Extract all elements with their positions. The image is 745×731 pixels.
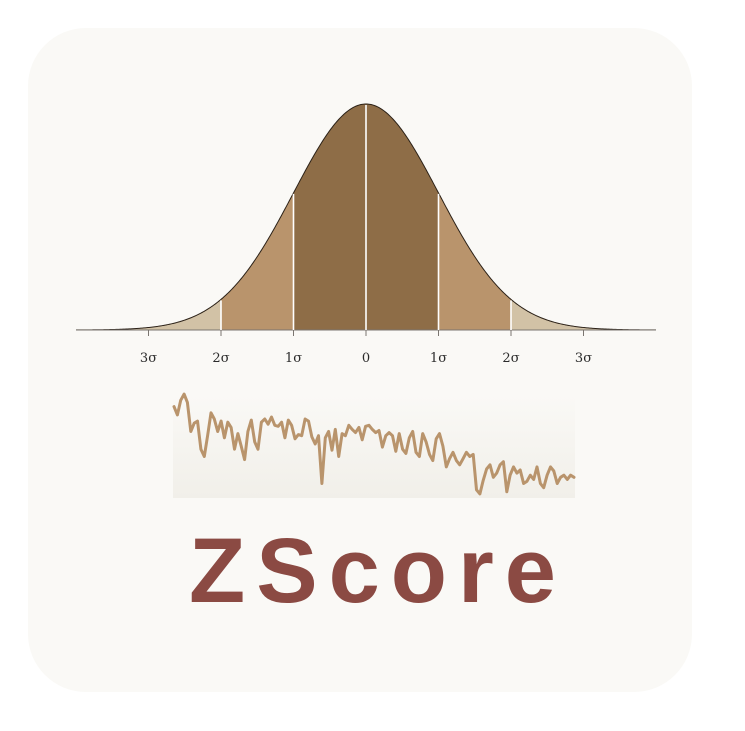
axis-tick-label: 1σ bbox=[430, 351, 447, 366]
bell-band-left-outer bbox=[148, 299, 221, 330]
app-name-wordmark: ZScore bbox=[189, 520, 567, 622]
axis-tick-label: 1σ bbox=[285, 351, 302, 366]
bell-band-left-tail bbox=[76, 327, 149, 330]
sparkline-line bbox=[172, 392, 576, 496]
axis-tick-label: 0 bbox=[362, 351, 370, 366]
axis-tick-label: 3σ bbox=[575, 351, 592, 366]
axis-tick-label: 2σ bbox=[502, 351, 519, 366]
sparkline-chart bbox=[172, 392, 576, 498]
bell-band-right-outer bbox=[511, 299, 584, 330]
bell-curve-outline bbox=[76, 103, 656, 331]
axis-tick-label: 3σ bbox=[140, 351, 157, 366]
bell-band-right-tail bbox=[583, 327, 656, 330]
axis-tick-label: 2σ bbox=[212, 351, 229, 366]
bell-curve: 3σ 2σ 1σ 0 1σ 2σ 3σ bbox=[76, 103, 656, 366]
